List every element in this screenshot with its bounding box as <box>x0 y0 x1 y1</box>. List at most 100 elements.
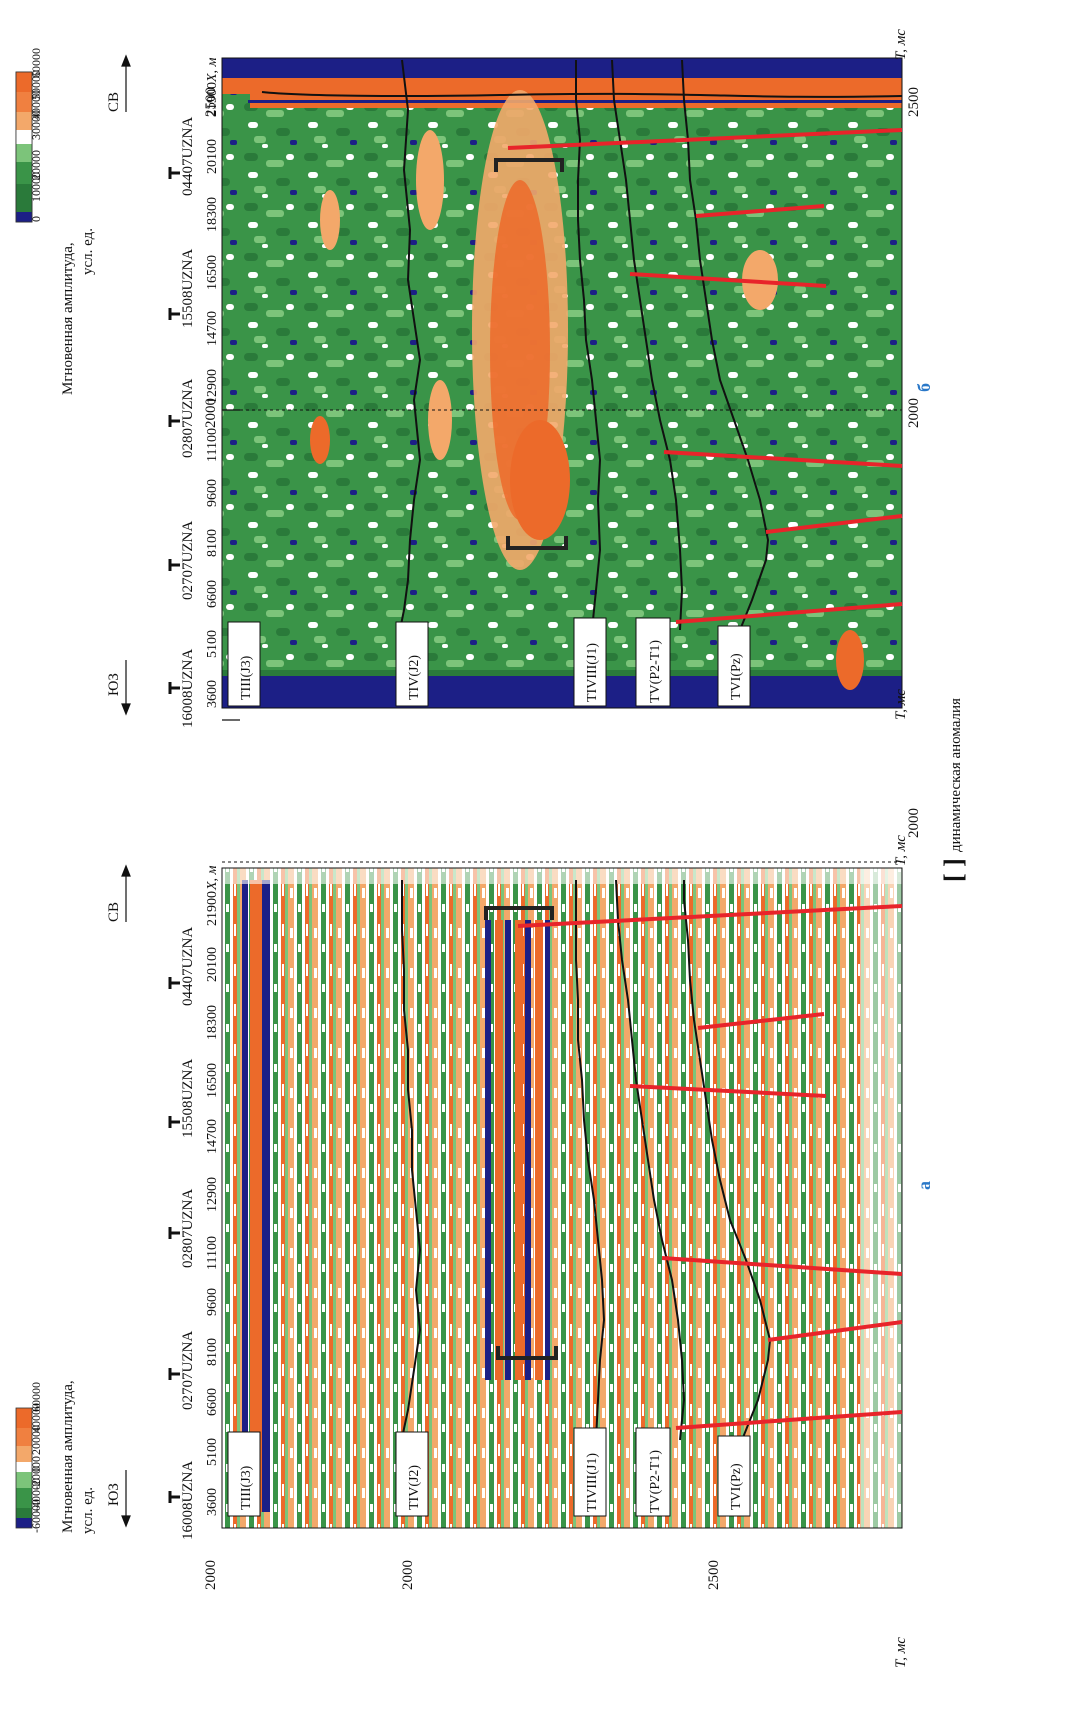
x-tick-a-8: 16500 <box>205 1063 220 1098</box>
legend-text: динамическая аномалия <box>948 698 964 852</box>
horizon-a-TIV: TIV(J2) <box>407 1465 422 1510</box>
colorbar-a-title-1: Мгновенная амплитуда, <box>60 1380 76 1533</box>
well-b-3: 15508UZNA <box>180 249 196 328</box>
t-axis-label-a-2: T, мс <box>893 1637 909 1668</box>
x-tick-b-6: 12900 <box>205 369 220 404</box>
colorbar-b-tick-0: 0 <box>29 216 43 222</box>
colorbar-a-tick-5: 40000 <box>29 1403 43 1433</box>
horizon-a-TVI: TVI(Pz) <box>729 1463 744 1510</box>
horizon-b-TV: TV(P2-T1) <box>648 640 663 703</box>
t-tick-b-2500-bottom: 2500 <box>906 87 922 117</box>
colorbar-b-tick-3: 30000 <box>29 110 43 140</box>
well-b-0: 16008UZNA <box>180 649 196 728</box>
colorbar-b-title-1: Мгновенная амплитуда, <box>60 242 76 395</box>
horizon-b-TIV: TIV(J2) <box>407 655 422 700</box>
x-ticks-b: 3600 5100 6600 8100 9600 11100 12900 147… <box>205 57 220 708</box>
x-tick-a-1: 5100 <box>205 1438 220 1466</box>
t-axis-label-b: T, мс <box>893 29 909 60</box>
direction-ne-a: СВ <box>106 902 122 922</box>
colorbar-b <box>15 71 33 223</box>
t-axis-label-b-2: T, мс <box>893 689 909 720</box>
t-tick-b-2000-top: 2000 <box>203 398 219 428</box>
x-tick-b-5: 11100 <box>205 428 220 462</box>
well-a-1: 02707UZNA <box>180 1331 196 1410</box>
x-tick-b-0: 3600 <box>205 680 220 708</box>
direction-arrows-a <box>121 864 131 1528</box>
colorbar-b-tick-5: 50000 <box>29 70 43 100</box>
x-tick-a-0: 3600 <box>205 1488 220 1516</box>
t-tick-a-2000-top: 2000 <box>203 1560 219 1590</box>
well-a-4: 04407UZNA <box>180 927 196 1006</box>
x-tick-a-10: 20100 <box>205 947 220 982</box>
x-tick-a-3: 8100 <box>205 1338 220 1366</box>
x-tick-b-9: 18300 <box>205 197 220 232</box>
legend: [ ] динамическая аномалия <box>939 698 968 882</box>
faults-a <box>517 904 903 1430</box>
panel-letter-b: б <box>914 383 934 392</box>
t-tick-a-2000-right: 2000 <box>906 808 922 838</box>
horizon-b-TIII: TIII(J3) <box>239 655 254 700</box>
colorbar-b-tick-1: 10000 <box>29 172 43 202</box>
direction-ne-b: СВ <box>106 92 122 112</box>
horizon-b-TVI: TVI(Pz) <box>729 653 744 700</box>
colorbar-b-title-2: усл. ед. <box>80 228 96 275</box>
x-tick-b-8: 16500 <box>205 255 220 290</box>
direction-sw-b: ЮЗ <box>106 673 122 696</box>
horizon-b-TIVIII: TIVIII(J1) <box>585 643 600 702</box>
t-tick-b-2000-bottom: 2000 <box>906 398 922 428</box>
colorbar-a-tick-1: -40000 <box>29 1478 43 1512</box>
x-tick-a-6: 12900 <box>205 1177 220 1212</box>
well-b-4: 04407UZNA <box>180 117 196 196</box>
horizon-a-TV: TV(P2-T1) <box>648 1450 663 1513</box>
x-tick-a-7: 14700 <box>205 1119 220 1154</box>
well-a-2: 02807UZNA <box>180 1189 196 1268</box>
well-a-0: 16008UZNA <box>180 1461 196 1540</box>
x-axis-label-a: X, м <box>205 865 220 891</box>
x-tick-b-10: 20100 <box>205 139 220 174</box>
panel-b: Мгновенная амплитуда, усл. ед. 0 10000 2… <box>15 29 934 728</box>
seismic-section-a <box>222 868 902 1528</box>
legend-symbol: [ ] <box>939 858 968 882</box>
t-tick-a-2000-side: 2000 <box>400 1560 416 1590</box>
colorbar-a-tick-6: 60000 <box>29 1382 43 1412</box>
wells-a: 16008UZNA 02707UZNA 02807UZNA 15508UZNA … <box>168 927 196 1540</box>
t-axis-label-a: T, мс <box>893 835 909 866</box>
colorbar-a <box>15 1407 33 1529</box>
panel-letter-a: а <box>914 1181 934 1190</box>
t-tick-b-2500-top: 2500 <box>203 87 219 117</box>
colorbar-a-tick-0: -60000 <box>29 1499 43 1533</box>
anomaly-bracket-a <box>484 906 558 1360</box>
x-tick-b-3: 8100 <box>205 529 220 557</box>
x-tick-a-9: 18300 <box>205 1005 220 1040</box>
horizon-a-TIVIII: TIVIII(J1) <box>585 1453 600 1512</box>
x-tick-a-11: 21900 <box>205 891 220 926</box>
x-tick-b-2: 6600 <box>205 580 220 608</box>
direction-sw-a: ЮЗ <box>106 1483 122 1506</box>
colorbar-a-tick-4: 20000 <box>29 1425 43 1455</box>
x-tick-b-1: 5100 <box>205 630 220 658</box>
x-tick-b-4: 9600 <box>205 479 220 507</box>
horizon-a-TIII: TIII(J3) <box>239 1465 254 1510</box>
colorbar-a-tick-2: -20000 <box>29 1456 43 1490</box>
colorbar-b-tick-2: 20000 <box>29 150 43 180</box>
x-tick-a-5: 11100 <box>205 1236 220 1270</box>
well-b-1: 02707UZNA <box>180 521 196 600</box>
x-tick-a-2: 6600 <box>205 1388 220 1416</box>
x-tick-b-7: 14700 <box>205 311 220 346</box>
colorbar-a-title-2: усл. ед. <box>80 1487 96 1534</box>
direction-arrows-b <box>121 54 131 716</box>
colorbar-b-ticks: 0 10000 20000 30000 40000 50000 60000 <box>29 48 43 222</box>
panel-a: Мгновенная амплитуда, усл. ед. -60000 -4… <box>15 808 934 1668</box>
x-axis-label-b: X, м <box>205 57 220 83</box>
well-b-2: 02807UZNA <box>180 379 196 458</box>
colorbar-b-tick-6: 60000 <box>29 48 43 78</box>
colorbar-a-tick-3: 0 <box>29 1466 43 1472</box>
anomaly-bracket-b <box>494 158 568 550</box>
x-tick-a-4: 9600 <box>205 1288 220 1316</box>
well-a-3: 15508UZNA <box>180 1059 196 1138</box>
horizon-labels-b: TIII(J3) TIV(J2) TIVIII(J1) TV(P2-T1) TV… <box>227 617 751 707</box>
faults-b <box>507 128 903 624</box>
colorbar-b-tick-4: 40000 <box>29 90 43 120</box>
colorbar-a-ticks: -60000 -40000 -20000 0 20000 40000 60000 <box>29 1382 43 1533</box>
